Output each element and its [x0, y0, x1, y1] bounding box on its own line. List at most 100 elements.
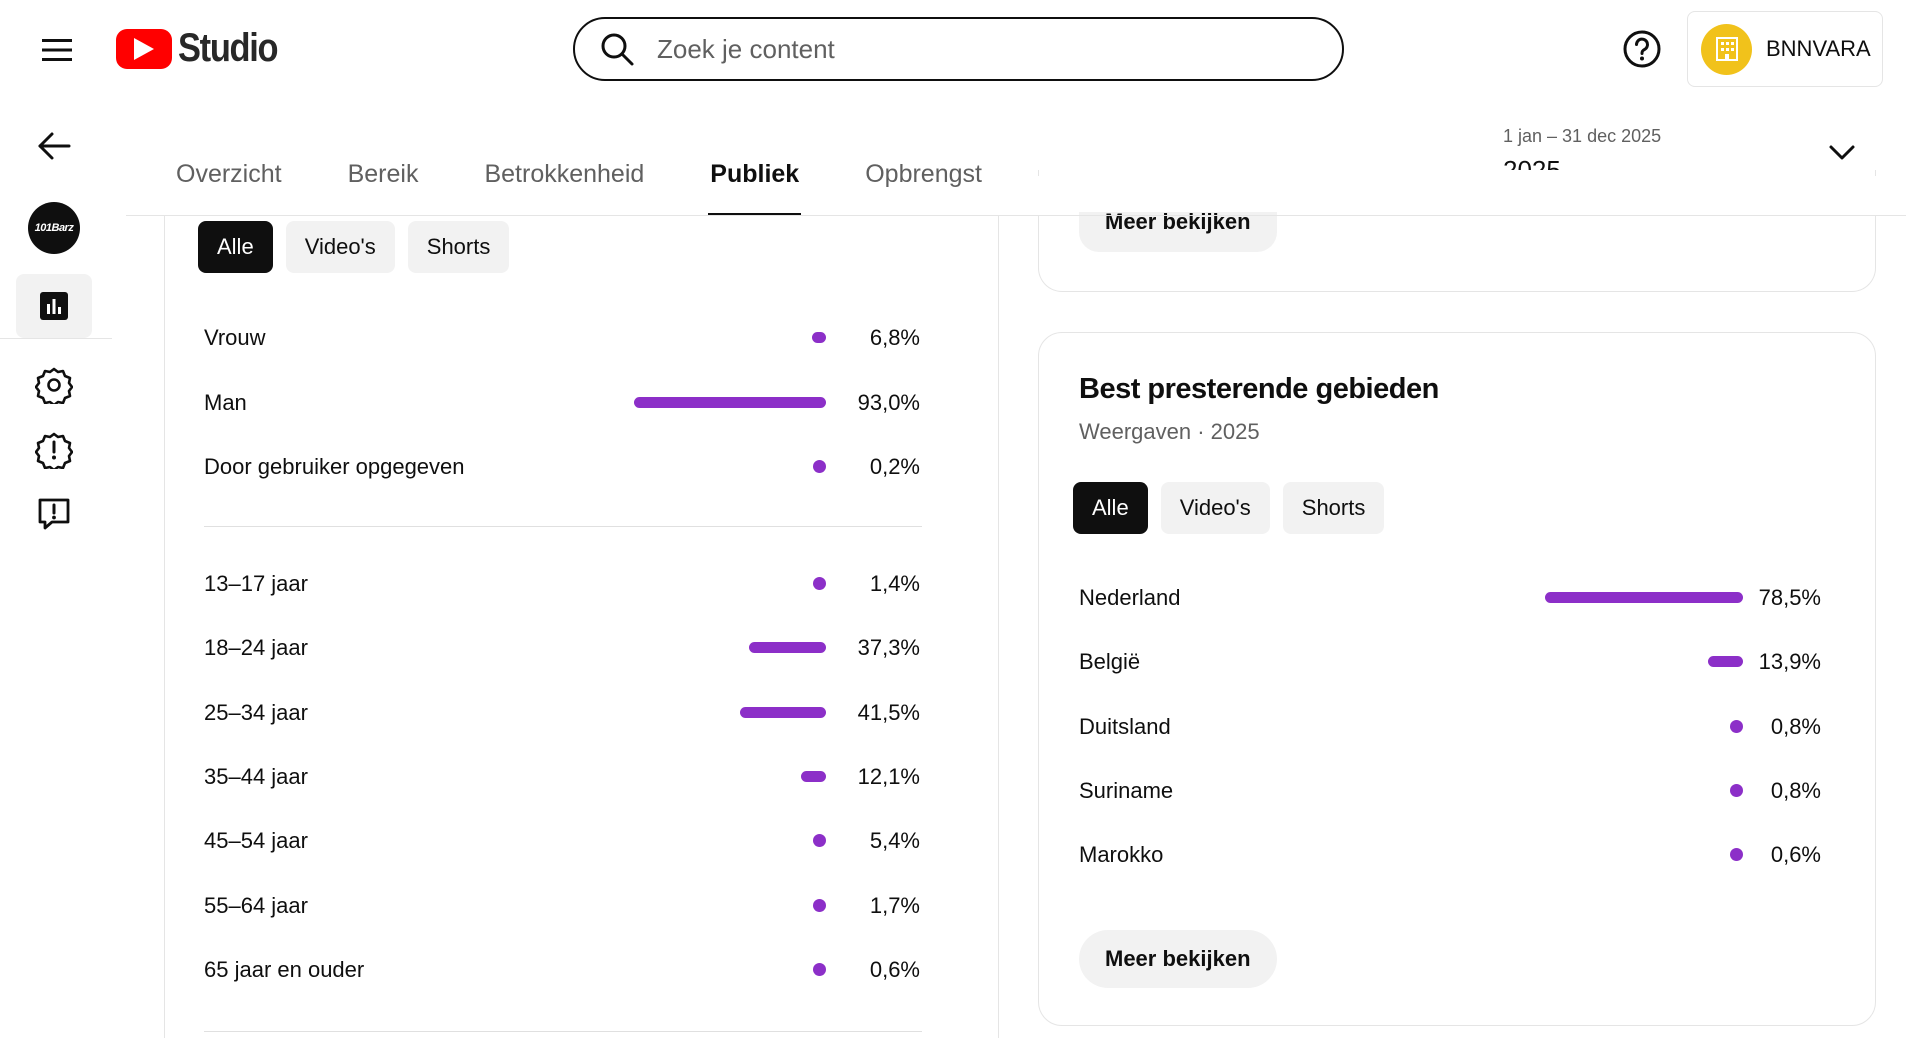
age-row: 65 jaar en ouder 0,6% — [204, 955, 920, 985]
age-row-bar — [800, 770, 826, 782]
age-row: 18–24 jaar 37,3% — [204, 633, 920, 663]
help-icon — [1623, 30, 1661, 68]
youtube-play-icon — [116, 28, 172, 69]
tab-publiek[interactable]: Publiek — [708, 140, 802, 216]
geo-row-bar — [1545, 592, 1743, 603]
tab-overzicht[interactable]: Overzicht — [176, 160, 282, 188]
geo-row-dot — [1730, 783, 1743, 797]
logo-text: Studio — [178, 26, 279, 70]
search-bar[interactable] — [573, 17, 1344, 81]
gender-row-bar — [811, 332, 826, 343]
filter-all[interactable]: Alle — [198, 221, 273, 273]
account-name: BNNVARA — [1766, 36, 1871, 61]
analytics-nav-item[interactable] — [16, 274, 92, 338]
age-row-label: 13–17 jaar — [204, 571, 308, 596]
tab-bereik[interactable]: Bereik — [347, 160, 419, 188]
geo-row-value: 13,9% — [1758, 649, 1821, 675]
back-button[interactable] — [28, 120, 80, 172]
geo-row-value: 0,6% — [1770, 842, 1821, 868]
age-row-label: 18–24 jaar — [204, 635, 308, 661]
geo-row-label: Nederland — [1079, 585, 1181, 610]
age-row-bar — [748, 642, 826, 654]
settings-nav-item[interactable] — [28, 359, 80, 411]
rail-divider — [0, 338, 112, 339]
age-row-dot — [813, 577, 826, 590]
geo-row-value: 0,8% — [1770, 777, 1821, 803]
age-row-value: 1,7% — [869, 892, 920, 918]
geo-row: Nederland 78,5% — [1079, 583, 1821, 613]
gender-row-bar — [634, 396, 826, 408]
age-row-dot — [813, 962, 826, 976]
age-row-value: 41,5% — [857, 699, 920, 725]
feedback-nav-item[interactable] — [28, 488, 80, 540]
search-input[interactable] — [657, 33, 1257, 65]
age-row-value: 5,4% — [869, 828, 920, 854]
panel-border-right — [998, 216, 999, 1038]
section-divider — [204, 526, 922, 527]
age-row: 35–44 jaar 12,1% — [204, 762, 920, 792]
feedback-icon — [38, 498, 70, 530]
geo-row: Suriname 0,8% — [1079, 776, 1821, 806]
geo-row: België 13,9% — [1079, 647, 1821, 677]
age-row-dot — [813, 898, 826, 912]
geo-row: Duitsland 0,8% — [1079, 712, 1821, 742]
age-row-value: 0,6% — [869, 956, 920, 982]
age-row-dot — [813, 834, 826, 848]
geo-row-label: Suriname — [1079, 777, 1174, 803]
top-geographies-card: Best presterende gebieden Weergaven · 20… — [1038, 332, 1876, 1026]
gender-row-label: Vrouw — [204, 325, 266, 350]
geo-row-value: 78,5% — [1758, 585, 1821, 610]
gender-row-label: Door gebruiker opgegeven — [204, 454, 465, 479]
gender-row-label: Man — [204, 389, 247, 415]
age-row: 45–54 jaar 5,4% — [204, 826, 920, 856]
filter-shorts[interactable]: Shorts — [407, 221, 510, 273]
geo-row: Marokko 0,6% — [1079, 840, 1821, 870]
hamburger-menu-button[interactable] — [38, 30, 78, 70]
menu-icon — [42, 39, 72, 61]
date-range-dropdown[interactable] — [1828, 144, 1856, 167]
age-row-label: 65 jaar en ouder — [204, 956, 365, 982]
geo-filter-videos[interactable]: Video's — [1160, 482, 1270, 534]
demographics-filter: Alle Video's Shorts — [198, 221, 510, 273]
panel-border-left — [164, 216, 165, 1038]
age-row-label: 25–34 jaar — [204, 699, 308, 725]
geo-row-label: Duitsland — [1079, 713, 1171, 739]
help-button[interactable] — [1620, 27, 1664, 71]
see-more-label: Meer bekijken — [1105, 209, 1251, 234]
geo-row-dot — [1730, 848, 1743, 862]
geo-row-dot — [1730, 719, 1743, 733]
age-row-label: 55–64 jaar — [204, 892, 308, 918]
gender-row-value: 6,8% — [869, 325, 920, 350]
analytics-tabs: Overzicht Bereik Betrokkenheid Publiek O… — [176, 140, 1048, 216]
copyright-nav-item[interactable] — [28, 424, 80, 476]
tabs-divider-overlay — [126, 215, 1906, 216]
account-switcher[interactable]: BNNVARA — [1687, 11, 1883, 87]
section-divider-bottom — [204, 1031, 922, 1032]
youtube-studio-logo[interactable]: Studio — [116, 26, 293, 71]
tab-betrokkenheid[interactable]: Betrokkenheid — [484, 160, 645, 188]
tab-opbrengst[interactable]: Opbrengst — [865, 160, 982, 188]
gender-row-dot — [813, 460, 826, 473]
age-row-label: 35–44 jaar — [204, 763, 308, 789]
filter-videos[interactable]: Video's — [285, 221, 395, 273]
age-row-value: 1,4% — [869, 571, 920, 596]
see-more-button[interactable]: Meer bekijken — [1079, 930, 1277, 988]
avatar — [1701, 23, 1752, 75]
header-mask — [1000, 176, 1906, 216]
building-icon — [1715, 37, 1738, 61]
channel-avatar[interactable]: 101Barz — [28, 202, 80, 254]
channel-avatar-label: 101Barz — [34, 222, 74, 234]
age-row-label: 45–54 jaar — [204, 828, 308, 854]
see-more-button-top[interactable]: Meer bekijken — [1079, 209, 1277, 252]
age-row: 13–17 jaar 1,4% — [204, 569, 920, 599]
geo-row-bar — [1707, 656, 1743, 668]
geo-row-value: 0,8% — [1770, 713, 1821, 739]
card-subtitle: Weergaven · 2025 — [1079, 419, 1260, 444]
gender-row: Man 93,0% — [204, 388, 920, 418]
geo-filter-all[interactable]: Alle — [1073, 482, 1148, 534]
search-icon — [601, 33, 634, 66]
chevron-down-icon — [1829, 145, 1855, 160]
gear-icon — [35, 367, 73, 404]
geo-filter-shorts[interactable]: Shorts — [1282, 482, 1385, 534]
geo-row-label: Marokko — [1079, 842, 1164, 868]
